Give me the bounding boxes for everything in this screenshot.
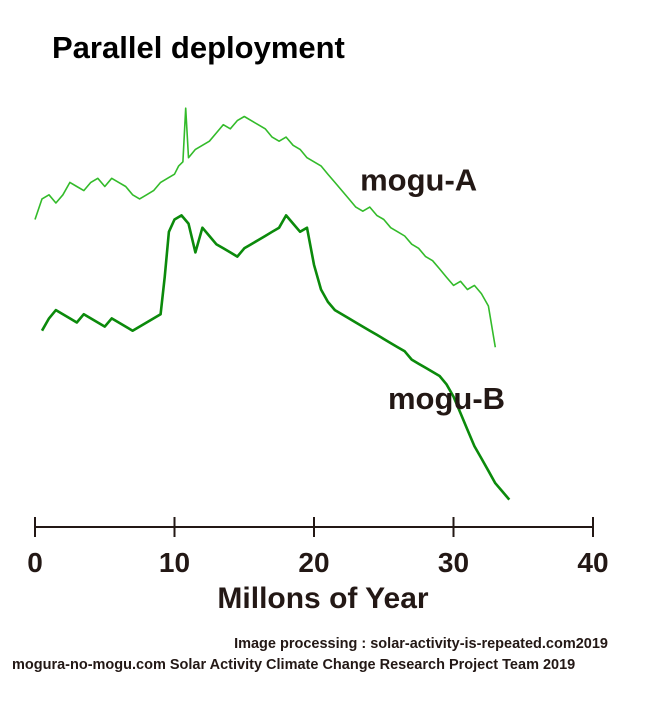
x-tick-label: 0 — [27, 547, 43, 578]
credit-line-1: Image processing : solar-activity-is-rep… — [234, 636, 608, 652]
chart-title: Parallel deployment — [52, 30, 345, 65]
x-axis-title: Millons of Year — [217, 582, 428, 615]
series-line-mogu-b — [40, 214, 511, 501]
x-tick-label: 20 — [298, 547, 329, 578]
x-tick-label: 40 — [577, 547, 608, 578]
credit-line-2: mogura-no-mogu.com Solar Activity Climat… — [12, 657, 575, 673]
series-label-mogu-a: mogu-A — [360, 163, 477, 198]
x-tick-label: 10 — [159, 547, 190, 578]
x-axis: 0 10 20 30 40 — [27, 517, 609, 578]
series-layer — [34, 107, 511, 501]
series-line-mogu-a — [34, 107, 497, 348]
series-label-mogu-b: mogu-B — [388, 381, 505, 416]
x-tick-label: 30 — [438, 547, 469, 578]
